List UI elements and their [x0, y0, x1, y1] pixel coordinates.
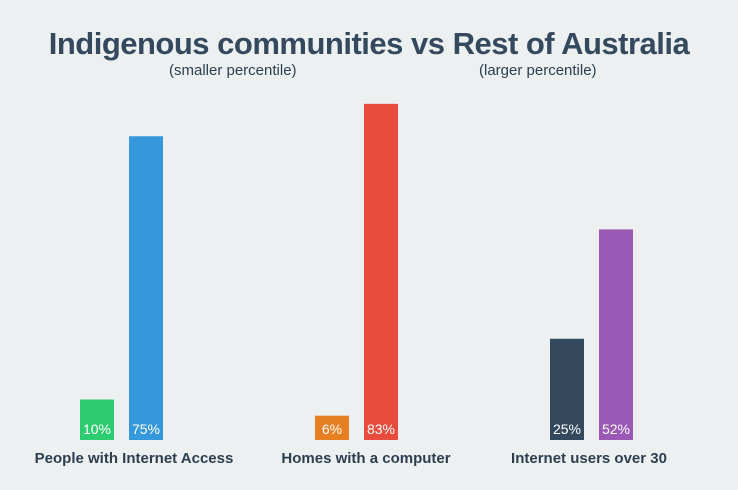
subtitle-smaller-percentile: (smaller percentile) [169, 62, 297, 79]
bar-value-label: 25% [553, 421, 581, 437]
bar-6-percent [315, 415, 349, 440]
bar-75-percent [129, 136, 163, 440]
chart-title: Indigenous communities vs Rest of Austra… [48, 26, 690, 61]
bar-value-label: 6% [322, 421, 342, 437]
subtitle-larger-percentile: (larger percentile) [479, 62, 597, 79]
category-label: Internet users over 30 [511, 450, 667, 467]
bar-value-label: 75% [132, 421, 160, 437]
bar-10-percent [80, 399, 114, 440]
category-label: People with Internet Access [35, 450, 234, 467]
bar-25-percent [550, 338, 584, 440]
bar-value-label: 52% [602, 421, 630, 437]
bar-52-percent [599, 229, 633, 440]
category-label: Homes with a computer [281, 450, 450, 467]
bar-83-percent [364, 103, 398, 440]
bar-value-label: 10% [83, 421, 111, 437]
bar-value-label: 83% [367, 421, 395, 437]
